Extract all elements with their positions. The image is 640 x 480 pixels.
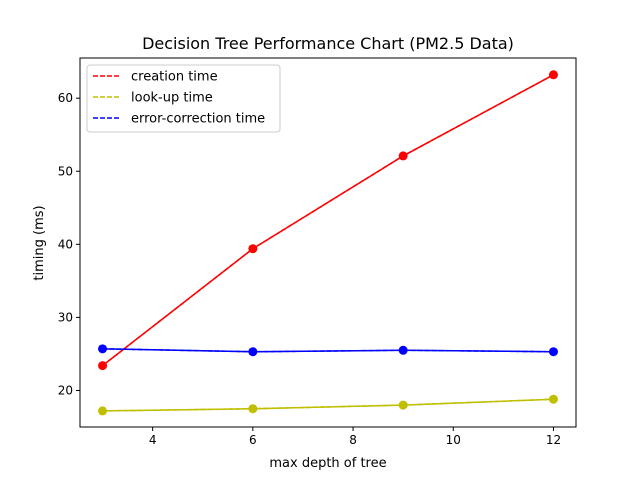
series-creation-time-point (398, 151, 408, 161)
x-tick-label: 4 (149, 433, 157, 447)
legend-label: look-up time (131, 91, 213, 106)
legend: creation time look-up time error-correctio… (86, 64, 281, 133)
series-error-correction-time-point (548, 347, 558, 357)
x-tick-label: 12 (546, 433, 561, 447)
series-error-correction-time-point (98, 344, 108, 354)
y-tick-label: 20 (58, 383, 73, 397)
series-creation-time-line (102, 74, 554, 367)
x-axis: 4 6 8 10 12 (149, 427, 561, 447)
x-axis-label: max depth of tree (269, 456, 386, 471)
series-creation-time-point (98, 361, 108, 371)
series-creation-time-point (548, 70, 558, 80)
series-look-up-time-point (98, 406, 108, 416)
series-layer (98, 70, 558, 416)
x-tick-label: 10 (446, 433, 461, 447)
series-error-correction-time-point (248, 347, 258, 357)
y-axis-label: timing (ms) (32, 205, 47, 280)
series-look-up-time-line (102, 398, 554, 412)
series-look-up-time-point (548, 394, 558, 404)
legend-box (86, 64, 281, 133)
series-error-correction-time-line (102, 348, 554, 353)
y-tick-label: 60 (58, 91, 73, 105)
series-look-up-time-point (398, 400, 408, 410)
series-creation-time-point (248, 244, 258, 254)
x-tick-label: 6 (249, 433, 257, 447)
legend-label: creation time (131, 70, 218, 85)
y-tick-label: 30 (58, 310, 73, 324)
chart-title: Decision Tree Performance Chart (PM2.5 D… (142, 34, 514, 53)
y-axis: 20 30 40 50 60 (58, 91, 80, 397)
y-tick-label: 40 (58, 237, 73, 251)
series-look-up-time-point (248, 404, 258, 414)
x-tick-label: 8 (349, 433, 357, 447)
y-tick-label: 50 (58, 164, 73, 178)
series-error-correction-time-point (398, 345, 408, 355)
plot-frame (79, 57, 577, 428)
legend-label: error-correction time (131, 112, 265, 127)
